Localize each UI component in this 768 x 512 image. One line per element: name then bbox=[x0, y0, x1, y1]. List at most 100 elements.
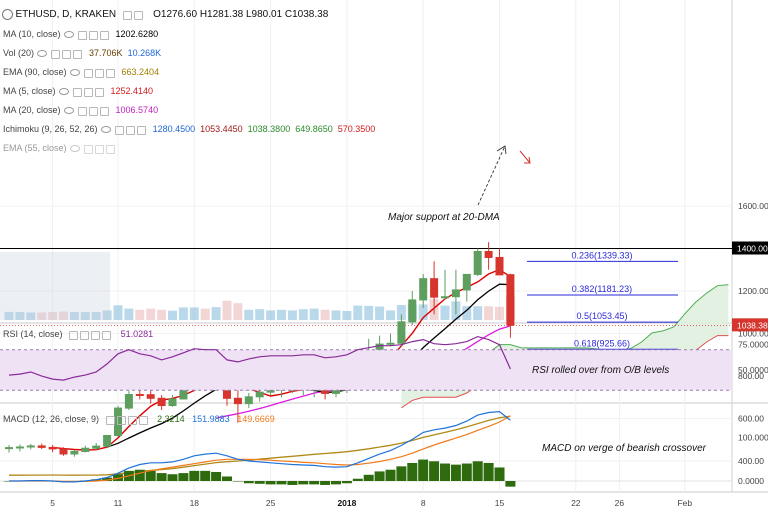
volume-bar bbox=[473, 306, 483, 320]
rsi-controls[interactable] bbox=[69, 329, 113, 341]
legend-value: 10.268K bbox=[127, 48, 162, 58]
legend-controls[interactable] bbox=[77, 29, 111, 41]
macd-legend: MACD (12, 26, close, 9) 2.3214 151.9883 … bbox=[3, 414, 275, 426]
macd-histogram-bar bbox=[429, 461, 440, 481]
macd-histogram-bar bbox=[200, 470, 211, 481]
candle-body bbox=[168, 398, 177, 407]
volume-bar bbox=[364, 305, 374, 320]
macd-histogram-bar bbox=[254, 481, 265, 484]
candle-body bbox=[473, 250, 482, 275]
legend-controls[interactable] bbox=[83, 67, 117, 79]
support-arrow bbox=[477, 145, 506, 206]
volume-bar bbox=[255, 309, 265, 320]
legend-label: EMA (55, close) bbox=[3, 143, 67, 153]
candle-body bbox=[397, 321, 406, 344]
legend-controls[interactable] bbox=[72, 86, 106, 98]
legend-value: 1252.4140 bbox=[110, 86, 154, 96]
volume-bar bbox=[59, 311, 68, 320]
candle-body bbox=[462, 273, 471, 291]
candle-body bbox=[81, 447, 90, 452]
eye-icon[interactable] bbox=[69, 145, 80, 153]
legend-controls[interactable] bbox=[77, 105, 111, 117]
eye-icon[interactable] bbox=[100, 126, 111, 134]
candle-body bbox=[506, 274, 515, 326]
legend-controls[interactable] bbox=[83, 143, 117, 155]
macd-histogram-bar bbox=[331, 481, 341, 485]
volume-bar bbox=[266, 310, 276, 320]
legend-value: 1053.4450 bbox=[200, 124, 243, 134]
volume-bar bbox=[484, 306, 494, 320]
time-tick-label: 8 bbox=[421, 498, 426, 508]
candle-body bbox=[233, 397, 242, 405]
candle-body bbox=[157, 397, 166, 407]
macd-histogram-bar bbox=[385, 469, 396, 481]
time-tick-label: 25 bbox=[266, 498, 276, 508]
time-tick-label: 22 bbox=[571, 498, 581, 508]
legend-row: MA (10, close) 1202.6280 bbox=[0, 28, 158, 41]
eye-icon[interactable] bbox=[63, 107, 74, 115]
legend-controls[interactable] bbox=[114, 124, 148, 136]
eye-icon[interactable] bbox=[58, 88, 69, 96]
time-tick-label: 2018 bbox=[337, 498, 356, 508]
candle-body bbox=[135, 393, 144, 396]
volume-bar bbox=[331, 310, 341, 320]
candle-body bbox=[92, 445, 101, 449]
volume-bar bbox=[495, 306, 504, 320]
candle-body bbox=[146, 394, 155, 399]
candle-body bbox=[244, 396, 253, 405]
support-arrow-head bbox=[496, 145, 507, 155]
last-price-badge bbox=[732, 318, 768, 332]
macd-histogram-bar bbox=[156, 473, 167, 481]
symbol-header: ETHUSD, D, KRAKEN O1276.60 H1281.38 L980… bbox=[0, 8, 328, 21]
macd-histogram-bar bbox=[450, 464, 461, 481]
volume-bar bbox=[69, 312, 79, 320]
last-price-badge-label: 1038.38 bbox=[737, 320, 768, 330]
legend-label: Vol (20) bbox=[3, 48, 35, 58]
rsi-band bbox=[0, 349, 732, 391]
fib-level-label: 0.5(1053.45) bbox=[576, 311, 627, 321]
candle-body bbox=[408, 299, 417, 323]
macd-histogram-bar bbox=[222, 476, 232, 481]
volume-bar bbox=[309, 308, 319, 320]
volume-bar bbox=[462, 306, 472, 320]
candle-body bbox=[26, 445, 35, 448]
candle-body bbox=[484, 250, 493, 258]
macd-histogram-bar bbox=[472, 461, 483, 481]
legend-row: MA (20, close) 1006.5740 bbox=[0, 104, 158, 117]
candle-body bbox=[103, 435, 112, 447]
legend-label: MA (5, close) bbox=[3, 86, 56, 96]
macd-tick-label: 0.0000 bbox=[738, 476, 764, 486]
volume-bar bbox=[440, 305, 450, 320]
eye-icon[interactable] bbox=[37, 50, 48, 58]
header-controls[interactable] bbox=[122, 9, 145, 21]
price-tick-label: 600.00 bbox=[738, 414, 764, 424]
legend-value: 1202.6280 bbox=[115, 29, 159, 39]
macd-histogram-bar bbox=[287, 481, 298, 485]
candle-body bbox=[451, 289, 460, 298]
price-tick-label: 1000.00 bbox=[738, 329, 768, 339]
ohlc-values: O1276.60 H1281.38 L980.01 C1038.38 bbox=[153, 9, 329, 20]
macd-histogram-bar bbox=[407, 462, 418, 481]
volume-profile-shade bbox=[0, 252, 110, 320]
macd-histogram-bar bbox=[145, 470, 156, 481]
macd-histogram-bar bbox=[102, 477, 113, 481]
legend-label: Ichimoku (9, 26, 52, 26) bbox=[3, 124, 98, 134]
price-tick-label: 800.00 bbox=[738, 371, 764, 381]
eye-icon[interactable] bbox=[63, 31, 74, 39]
resistance-price-badge-label: 1400.00 bbox=[737, 244, 768, 254]
fib-level-label: 0.236(1339.33) bbox=[571, 250, 632, 260]
candle-body bbox=[48, 446, 57, 450]
eye-icon[interactable] bbox=[69, 69, 80, 77]
legend-value: 1038.3800 bbox=[247, 124, 291, 134]
support-annotation: Major support at 20-DMA bbox=[388, 212, 500, 223]
price-tick-label: 1200.00 bbox=[738, 286, 768, 296]
macd-controls[interactable] bbox=[105, 414, 150, 426]
price-tick-label: 400.00 bbox=[738, 456, 764, 466]
macd-histogram-bar bbox=[243, 481, 254, 484]
legend-controls[interactable] bbox=[51, 48, 84, 60]
macd-histogram-bar bbox=[298, 481, 309, 485]
macd-histogram-bar bbox=[276, 481, 287, 485]
volume-bar bbox=[178, 307, 188, 320]
legend-value: 1280.4500 bbox=[152, 124, 196, 134]
volume-bar bbox=[353, 305, 363, 320]
